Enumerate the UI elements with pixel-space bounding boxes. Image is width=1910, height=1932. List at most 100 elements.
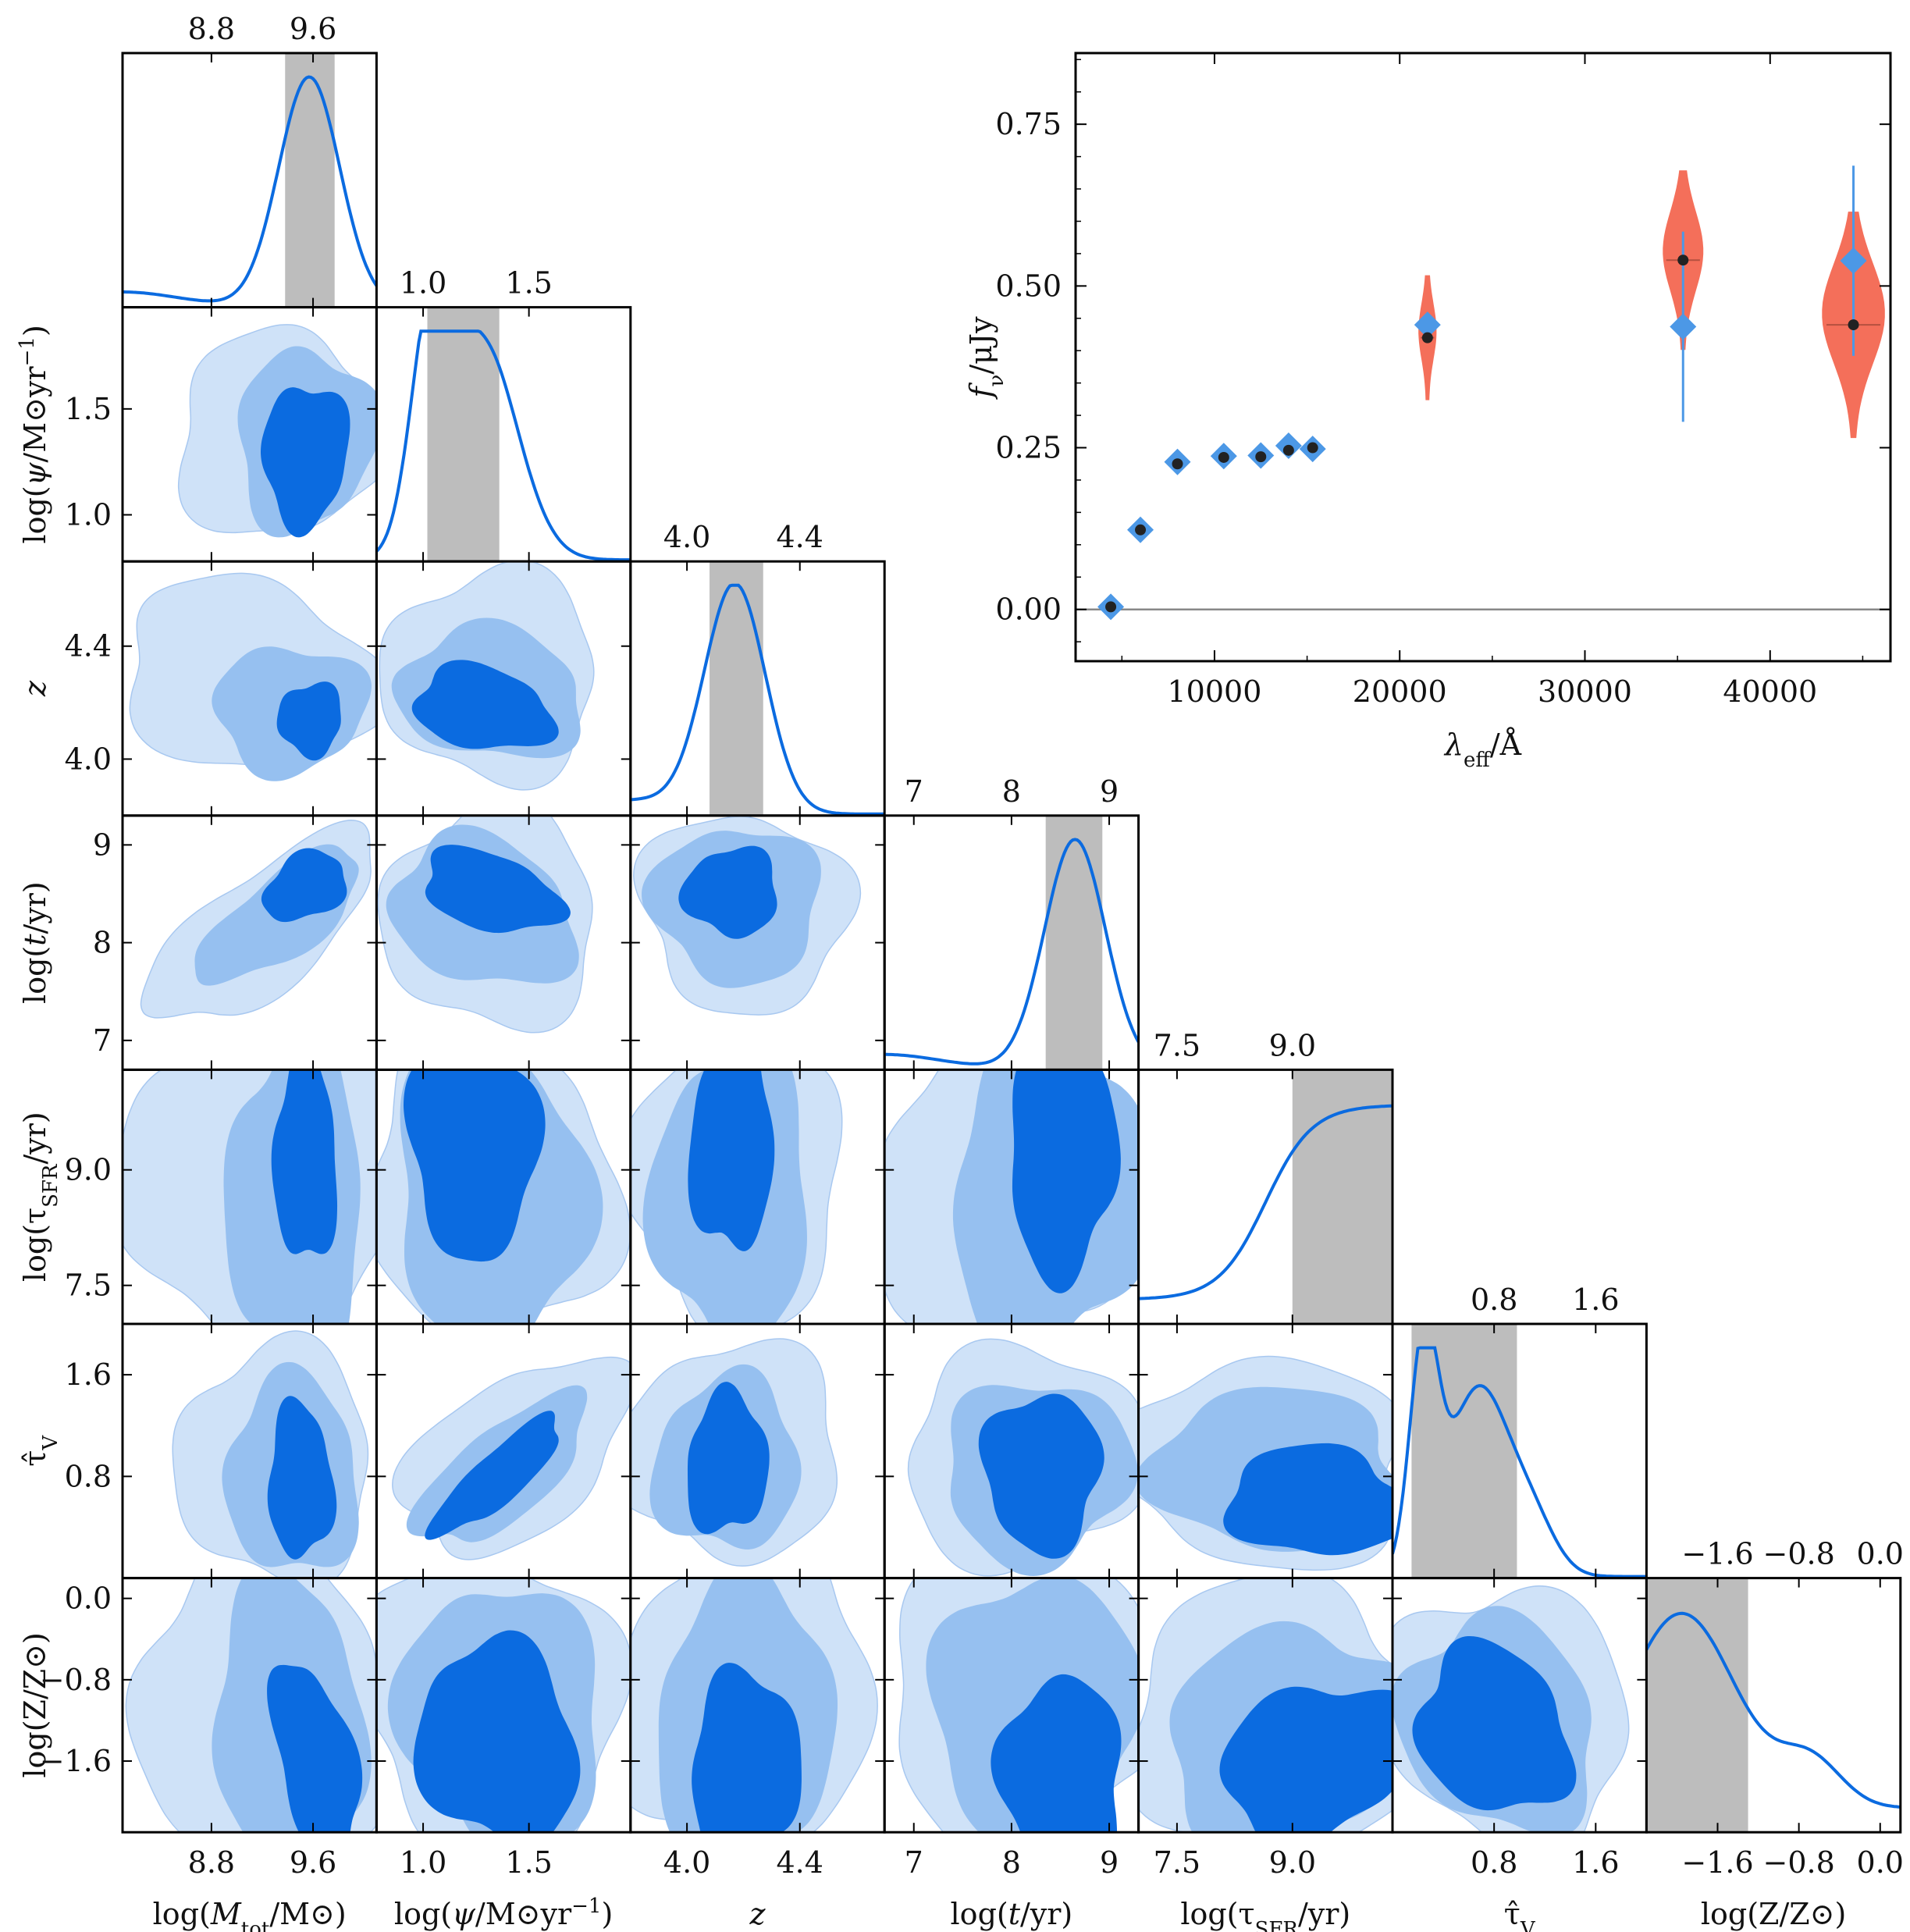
y-tick-label-tauv-0: 0.8 xyxy=(65,1459,112,1493)
sed-x-axis-label-part: eff xyxy=(1464,749,1492,772)
x-axis-label-age-part: /yr) xyxy=(1020,1897,1072,1931)
y-axis-label-tauv-part: V xyxy=(39,1435,62,1451)
contour-inner xyxy=(425,845,571,934)
panel-tauv-metal xyxy=(1391,1577,1648,1834)
sed-x-axis-label: λeff/Å xyxy=(1443,728,1522,772)
contour-inner xyxy=(1412,1636,1577,1811)
x-tick-label-sfr-1: 1.5 xyxy=(505,1845,552,1880)
panel-tau-metal xyxy=(1137,1577,1394,1834)
sed-x-axis-label-part: /Å xyxy=(1490,728,1522,762)
y-axis-label-tauv-part: τ̂ xyxy=(18,1450,52,1467)
x-tick-label-tau-1: 9.0 xyxy=(1269,1845,1316,1880)
contour-inner xyxy=(271,1069,338,1254)
y-axis-label-age-part: t xyxy=(18,934,52,946)
y-axis-label-age: log(t/yr) xyxy=(18,881,52,1004)
contours xyxy=(633,816,862,1016)
credible-interval-metal xyxy=(1646,1578,1748,1833)
sed-x-axis-label-part: λ xyxy=(1443,728,1464,762)
contours xyxy=(1138,1578,1392,1833)
y-tick-label-tauv-1: 1.6 xyxy=(65,1357,112,1392)
observed-point xyxy=(1840,247,1867,275)
top-tick-label-tau-0: 7.5 xyxy=(1154,1028,1200,1062)
x-tick-label-metal-1: −0.8 xyxy=(1762,1845,1834,1880)
y-axis-label-tau-part: log( xyxy=(18,1224,52,1282)
panel-mtot-tau xyxy=(121,1068,378,1325)
panel-tau-tauv xyxy=(1137,1322,1394,1580)
contour-inner xyxy=(276,681,341,761)
y-tick-label-age-2: 9 xyxy=(93,827,112,862)
contour-inner xyxy=(404,1069,546,1262)
sed-y-axis-label: fν/μJy xyxy=(964,316,1008,400)
y-axis-label-sfr: log(ψ/M⊙yr−1) xyxy=(16,325,52,543)
contour-inner xyxy=(411,660,559,749)
top-tick-label-age-1: 8 xyxy=(1002,774,1021,809)
top-tick-label-z-0: 4.0 xyxy=(663,520,710,554)
top-tick-label-tau-1: 9.0 xyxy=(1269,1028,1316,1062)
y-tick-label-z-1: 4.4 xyxy=(65,629,112,664)
x-tick-label-tau-0: 7.5 xyxy=(1154,1845,1200,1880)
sed-plot: 10000 20000 30000 40000 0.00 0.25 0.50 0.75 λeff… xyxy=(964,52,1892,772)
contours xyxy=(177,324,377,538)
top-tick-label-age-2: 9 xyxy=(1100,774,1119,809)
panel-age-age: 7 8 9 xyxy=(883,774,1140,1071)
contours xyxy=(125,1578,377,1833)
x-axis-label-metal-part: log(Z/Z⊙) xyxy=(1701,1897,1846,1931)
contours xyxy=(392,1356,631,1560)
contour-inner xyxy=(991,1674,1122,1833)
x-axis-label-tauv-part: τ̂ xyxy=(1504,1897,1521,1931)
y-tick-label-metal-1: −0.8 xyxy=(40,1663,112,1697)
sed-x-tick-label-1: 20000 xyxy=(1353,674,1447,709)
model-point xyxy=(1848,319,1859,331)
sed-frame xyxy=(1074,52,1892,663)
x-tick-label-tauv-1: 1.6 xyxy=(1572,1845,1619,1880)
x-axis-label-z-part: z xyxy=(749,1897,766,1931)
x-axis-label-sfr-part: /M⊙yr xyxy=(475,1897,572,1931)
panel-sfr-age xyxy=(375,814,632,1071)
panel-z-tauv xyxy=(629,1322,886,1580)
y-tick-label-tau-1: 9.0 xyxy=(65,1153,112,1187)
contours xyxy=(907,1338,1139,1577)
model-point xyxy=(1282,444,1294,456)
x-axis-label-tau-part: /yr) xyxy=(1298,1897,1350,1931)
y-axis-label-sfr-part: ψ xyxy=(18,461,52,486)
x-tick-label-sfr-0: 1.0 xyxy=(400,1845,446,1880)
observed-point xyxy=(1670,313,1697,340)
panel-sfr-tau xyxy=(375,1068,632,1325)
marginal-curve-mtot xyxy=(123,75,377,303)
y-tick-label-tau-0: 7.5 xyxy=(65,1268,112,1303)
model-point xyxy=(1307,442,1318,454)
x-tick-label-mtot-0: 8.8 xyxy=(188,1845,235,1880)
model-point xyxy=(1105,601,1117,613)
sed-x-tick-label-2: 30000 xyxy=(1538,674,1632,709)
top-tick-label-z-1: 4.4 xyxy=(777,520,823,554)
contour-inner xyxy=(261,848,347,923)
contours xyxy=(379,561,595,791)
y-axis-label-sfr-part: log( xyxy=(18,486,52,543)
sed-y-tick-label-0: 0.00 xyxy=(995,592,1062,627)
panel-tau-tau: 7.5 9.0 xyxy=(1137,1028,1394,1325)
x-axis-label-age-part: log( xyxy=(951,1897,1008,1931)
y-axis-label-age-part: /yr) xyxy=(18,881,52,934)
contours xyxy=(630,1578,878,1833)
observed-point xyxy=(1414,311,1441,339)
top-tick-label-mtot-0: 8.8 xyxy=(188,12,235,46)
top-tick-label-mtot-1: 9.6 xyxy=(290,12,336,46)
x-axis-label-mtot-part: M xyxy=(210,1897,242,1931)
model-point xyxy=(1172,458,1183,470)
sed-y-axis-label-part: /μJy xyxy=(964,316,998,375)
contours xyxy=(630,1338,838,1567)
x-tick-label-mtot-1: 9.6 xyxy=(290,1845,336,1880)
credible-interval-mtot xyxy=(285,53,335,308)
x-axis-label-tau-part: log( xyxy=(1180,1897,1238,1931)
x-axis-label-mtot: log(Mtot/M⊙) xyxy=(153,1897,347,1932)
x-axis-label-sfr-part: ) xyxy=(601,1897,613,1931)
y-axis-label-tauv: τ̂V xyxy=(18,1435,62,1467)
y-axis-label-tau-part: SFR xyxy=(39,1163,62,1208)
x-axis-label-age: log(t/yr) xyxy=(951,1897,1073,1931)
contours xyxy=(630,1069,843,1325)
sed-y-axis-label-part: ν xyxy=(985,375,1008,387)
panel-sfr-tauv xyxy=(375,1322,632,1580)
y-tick-label-sfr-0: 1.0 xyxy=(65,498,112,532)
sed-y-tick-label-3: 0.75 xyxy=(995,107,1062,141)
